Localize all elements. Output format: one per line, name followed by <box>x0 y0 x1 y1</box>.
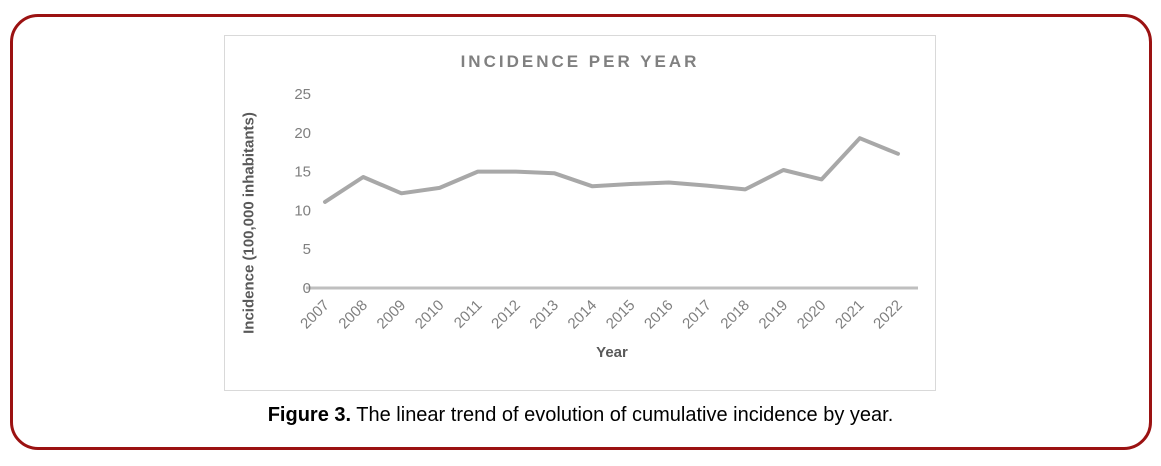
x-category-label: 2007 <box>297 297 333 333</box>
x-category-label: 2011 <box>451 297 486 332</box>
y-tick-label: 15 <box>294 164 311 181</box>
x-axis-title: Year <box>596 344 628 361</box>
x-category-label: 2020 <box>794 297 830 333</box>
x-category-label: 2010 <box>412 297 448 333</box>
x-category-label: 2009 <box>374 297 410 333</box>
x-category-label: 2018 <box>717 297 753 333</box>
chart-title: INCIDENCE PER YEAR <box>460 52 700 71</box>
y-tick-label: 5 <box>303 241 311 258</box>
figure-caption-text: The linear trend of evolution of cumulat… <box>356 404 894 426</box>
figure-caption-label: Figure 3. <box>267 404 352 426</box>
chart-panel: INCIDENCE PER YEAR Incidence (100,000 in… <box>224 35 936 391</box>
x-category-label: 2012 <box>488 297 524 333</box>
x-category-label: 2021 <box>832 297 868 333</box>
y-tick-label: 0 <box>303 280 311 297</box>
figure-caption: Figure 3. The linear trend of evolution … <box>0 404 1161 427</box>
x-category-label: 2008 <box>335 297 371 333</box>
incidence-series-line <box>323 136 900 204</box>
x-category-label: 2019 <box>756 297 792 333</box>
x-category-label: 2015 <box>603 297 639 333</box>
y-tick-label: 20 <box>294 125 311 142</box>
x-category-label: 2013 <box>526 297 562 333</box>
y-tick-label: 25 <box>294 86 311 103</box>
x-category-label: 2014 <box>565 297 601 333</box>
y-tick-label: 10 <box>294 202 311 219</box>
x-category-label: 2016 <box>641 297 677 333</box>
x-category-label: 2022 <box>870 297 906 333</box>
x-category-label: 2017 <box>679 297 715 333</box>
